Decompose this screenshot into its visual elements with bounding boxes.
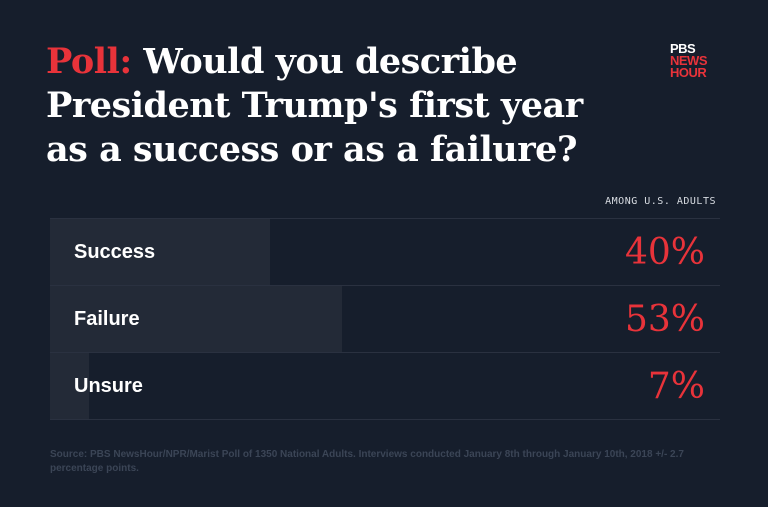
bar-row: Failure 53% <box>50 286 720 353</box>
chart-title: Poll: Would you describe President Trump… <box>46 40 606 172</box>
pbs-newshour-logo: PBS NEWS HOUR <box>670 41 708 80</box>
category-label: Failure <box>74 308 140 330</box>
title-text: Would you describe President Trump's fir… <box>46 41 583 170</box>
bar <box>50 353 89 419</box>
bar <box>50 286 342 352</box>
value-label: 7% <box>647 366 705 407</box>
bar-chart: Success 40% Failure 53% Unsure 7% <box>50 218 720 420</box>
category-label: Success <box>74 241 156 263</box>
bar-row: Success 40% <box>50 219 720 286</box>
bar <box>50 219 270 285</box>
subtitle: AMONG U.S. ADULTS <box>605 196 716 207</box>
title-highlight: Poll: <box>46 41 132 82</box>
value-label: 53% <box>624 299 705 340</box>
category-label: Unsure <box>74 375 143 397</box>
value-label: 40% <box>624 232 705 273</box>
source-note: Source: PBS NewsHour/NPR/Marist Poll of … <box>50 449 684 474</box>
bar-row: Unsure 7% <box>50 353 720 420</box>
